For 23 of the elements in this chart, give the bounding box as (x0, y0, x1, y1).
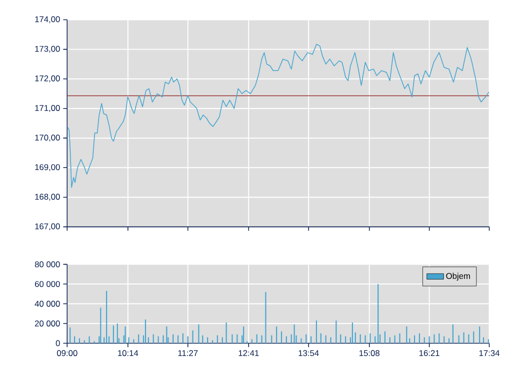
y-tick-label: 20 000 (34, 320, 60, 327)
y-tick-label: 169,00 (35, 164, 60, 172)
y-tick-label: 80 000 (34, 261, 60, 268)
y-tick-label: 168,00 (35, 194, 60, 201)
y-tick-label: 167,00 (35, 223, 60, 230)
x-tick-label: 12:41 (238, 350, 259, 356)
x-tick-label: 13:54 (298, 350, 319, 356)
y-tick-label: 40 000 (34, 300, 60, 307)
legend-label: Objem (446, 272, 470, 281)
y-tick-label: 173,00 (35, 46, 60, 53)
y-tick-label: 0 (56, 340, 60, 346)
y-tick-label: 174,00 (35, 16, 60, 24)
y-tick-label: 171,00 (35, 105, 60, 112)
x-tick-label: 17:34 (479, 350, 500, 356)
line-series (67, 44, 490, 188)
y-tick-label: 170,00 (35, 134, 60, 142)
x-tick-label: 09:00 (56, 350, 78, 356)
y-tick-label: 172,00 (35, 76, 60, 82)
x-tick-label: 10:14 (118, 350, 138, 356)
x-tick-label: 11:27 (178, 350, 198, 356)
x-tick-label: 16:21 (419, 350, 440, 356)
x-tick-label: 15:08 (359, 350, 380, 356)
y-tick-label: 60 000 (35, 281, 60, 288)
